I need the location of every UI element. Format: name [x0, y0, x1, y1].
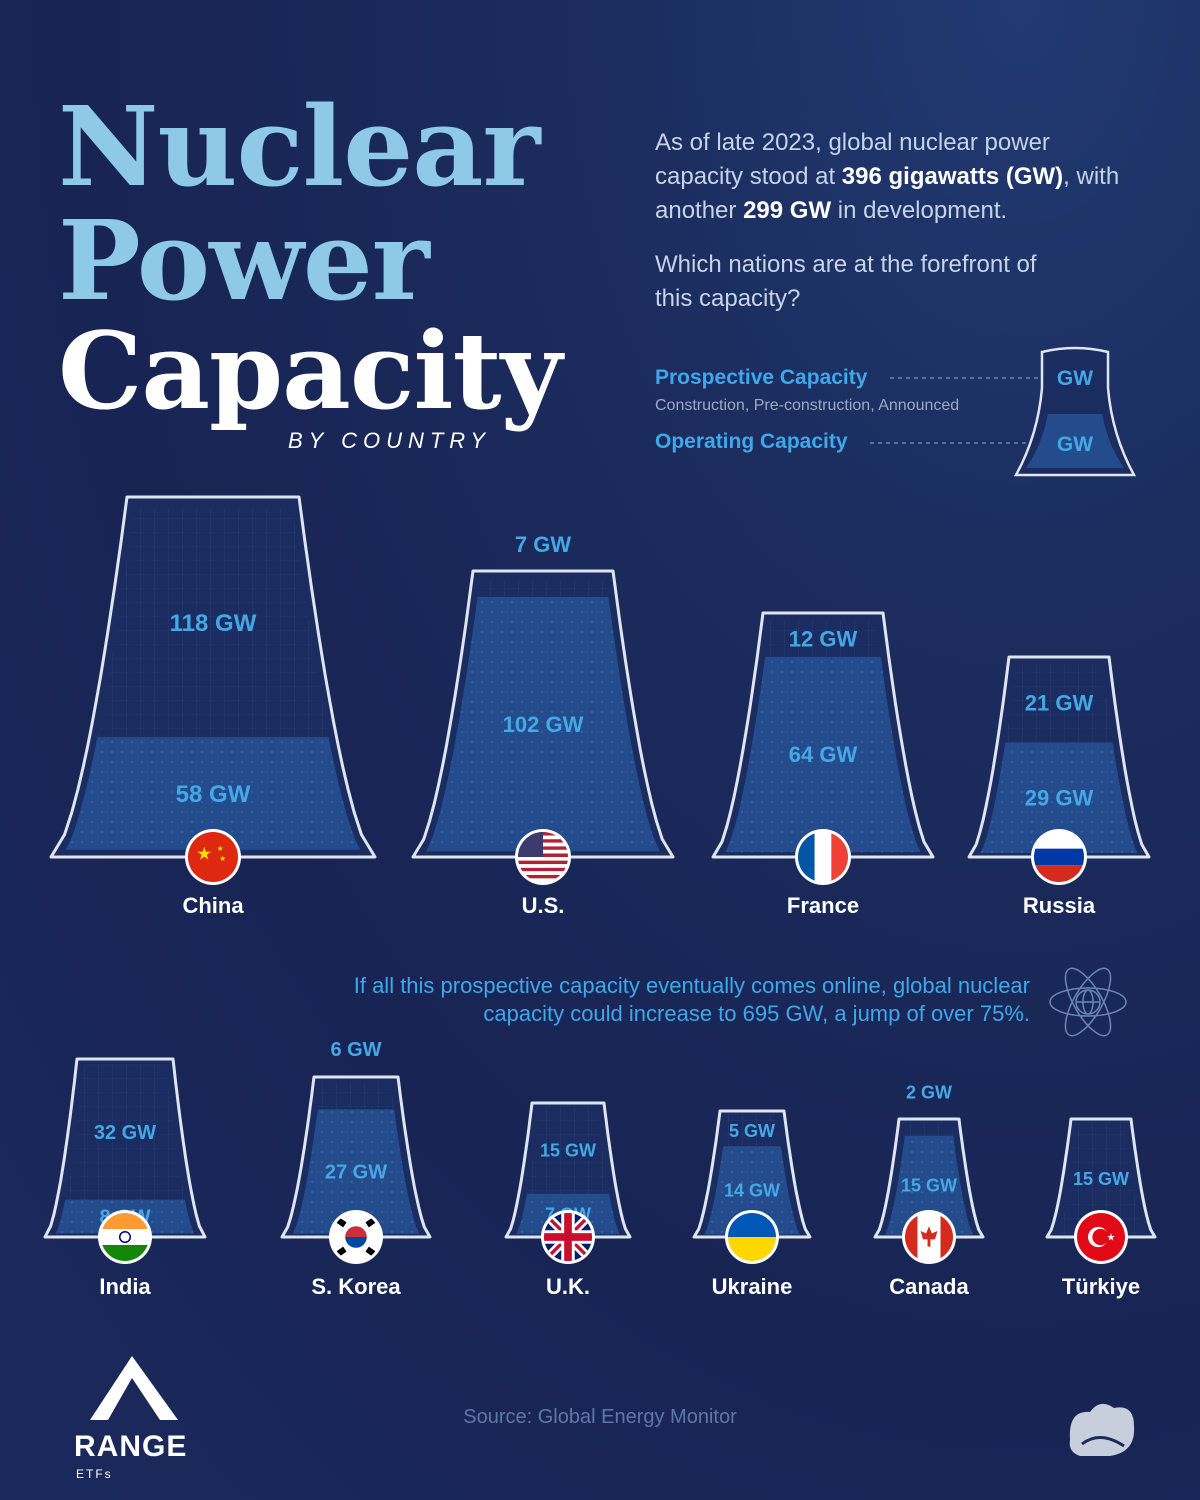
legend-graphic: GW GW — [870, 346, 1137, 477]
prospective-label: 5 GW — [729, 1121, 775, 1141]
prospective-label: 6 GW — [330, 1039, 381, 1061]
publisher-logo-icon — [1069, 1403, 1135, 1456]
tower-9: 15 GW ★ Türkiye — [1045, 1117, 1157, 1299]
main-title: Nuclear Power Capacity — [58, 82, 562, 433]
flag-france-icon — [798, 832, 848, 882]
svg-text:★: ★ — [217, 844, 224, 853]
flag-canada-icon — [905, 1213, 953, 1261]
atom-globe-icon — [1049, 967, 1127, 1037]
country-label: India — [99, 1274, 151, 1299]
svg-text:★: ★ — [196, 844, 212, 864]
svg-text:★: ★ — [1107, 1232, 1116, 1243]
legend-unit-top: GW — [1057, 367, 1093, 390]
flag-turkey-icon: ★ — [1077, 1213, 1125, 1261]
country-label: S. Korea — [311, 1274, 401, 1299]
operating-label: 27 GW — [325, 1162, 387, 1184]
subtitle: BY COUNTRY — [288, 428, 492, 453]
flag-uk-icon — [544, 1213, 592, 1261]
legend-unit-bottom: GW — [1057, 433, 1093, 456]
prospective-label: 15 GW — [540, 1141, 596, 1161]
prospective-label: 118 GW — [170, 610, 257, 637]
operating-bar-texture — [725, 656, 921, 853]
tower-5: 27 GW 6 GW S. Korea — [280, 1039, 432, 1299]
country-label: U.S. — [522, 893, 565, 918]
country-label: Russia — [1023, 893, 1096, 918]
operating-bar-texture — [704, 1146, 800, 1235]
tower-6: 7 GW15 GWU.K. — [504, 1101, 632, 1299]
intro-development-capacity: 299 GW — [743, 197, 832, 224]
country-label: Canada — [889, 1274, 969, 1299]
operating-label: 29 GW — [1025, 786, 1094, 811]
operating-label: 64 GW — [789, 742, 858, 767]
legend-operating-label: Operating Capacity — [655, 430, 848, 453]
prospective-bar — [1057, 1122, 1145, 1235]
tower-7: 14 GW 5 GW Ukraine — [692, 1109, 812, 1299]
tower-8: 15 GW 2 GW Canada — [873, 1082, 985, 1299]
intro-part: As of late 2023, global nuclear power ca… — [655, 129, 1050, 190]
operating-label: 15 GW — [901, 1175, 957, 1195]
operating-label: 14 GW — [724, 1181, 780, 1201]
flag-ukraine-icon — [728, 1213, 776, 1261]
operating-label: 102 GW — [503, 712, 584, 737]
tower-1: 102 GW 7 GW U.S. — [411, 532, 675, 918]
country-label: China — [182, 893, 244, 918]
source-text: Source: Global Energy Monitor — [463, 1406, 737, 1428]
intro-total-capacity: 396 gigawatts (GW) — [841, 163, 1064, 190]
flag-china-icon: ★ ★★ — [188, 832, 238, 882]
title-line-3: Capacity — [58, 308, 562, 433]
brand-sub: ETFs — [76, 1467, 113, 1481]
intro-part: in development. — [831, 197, 1008, 224]
tower-3: 29 GW 21 GW Russia — [967, 655, 1151, 918]
prospective-label: 21 GW — [1025, 691, 1094, 716]
operating-bar-texture — [65, 737, 361, 850]
operating-bar-texture — [980, 742, 1138, 853]
prospective-bar — [55, 1064, 195, 1234]
prospective-label: 2 GW — [906, 1082, 952, 1102]
prospective-label: 32 GW — [94, 1122, 156, 1144]
svg-text:★: ★ — [219, 854, 226, 863]
country-label: Türkiye — [1062, 1274, 1140, 1299]
intro-text: As of late 2023, global nuclear power ca… — [655, 126, 1125, 228]
flag-india-icon — [101, 1213, 149, 1261]
operating-bar-texture — [885, 1135, 973, 1235]
flag-us-icon — [518, 832, 568, 882]
prospective-label: 7 GW — [515, 532, 571, 557]
operating-bar-texture — [426, 597, 660, 852]
operating-label: 58 GW — [176, 781, 251, 808]
legend-prospective-sub: Construction, Pre-construction, Announce… — [655, 397, 960, 414]
brand-name: RANGE — [74, 1430, 188, 1463]
range-logo-icon — [90, 1356, 178, 1420]
flag-korea-icon — [332, 1213, 380, 1261]
country-label: U.K. — [546, 1274, 590, 1299]
country-label: Ukraine — [712, 1274, 793, 1299]
intro-part: , with another — [655, 163, 1120, 224]
operating-bar-texture — [292, 1109, 420, 1234]
prospective-label: 15 GW — [1073, 1169, 1129, 1189]
country-label: France — [787, 893, 859, 918]
projection-note: If all this prospective capacity eventua… — [353, 973, 1030, 1026]
tower-2: 64 GW 12 GW France — [711, 611, 935, 918]
intro-question: Which nations are at the forefront of th… — [655, 251, 1037, 312]
flag-russia-icon — [1034, 832, 1084, 882]
legend-operating-fill — [1026, 414, 1124, 468]
legend-prospective-label: Prospective Capacity — [655, 366, 868, 389]
prospective-label: 12 GW — [789, 626, 858, 651]
title-line-1: Nuclear — [58, 82, 541, 211]
title-line-2: Power — [58, 196, 430, 325]
